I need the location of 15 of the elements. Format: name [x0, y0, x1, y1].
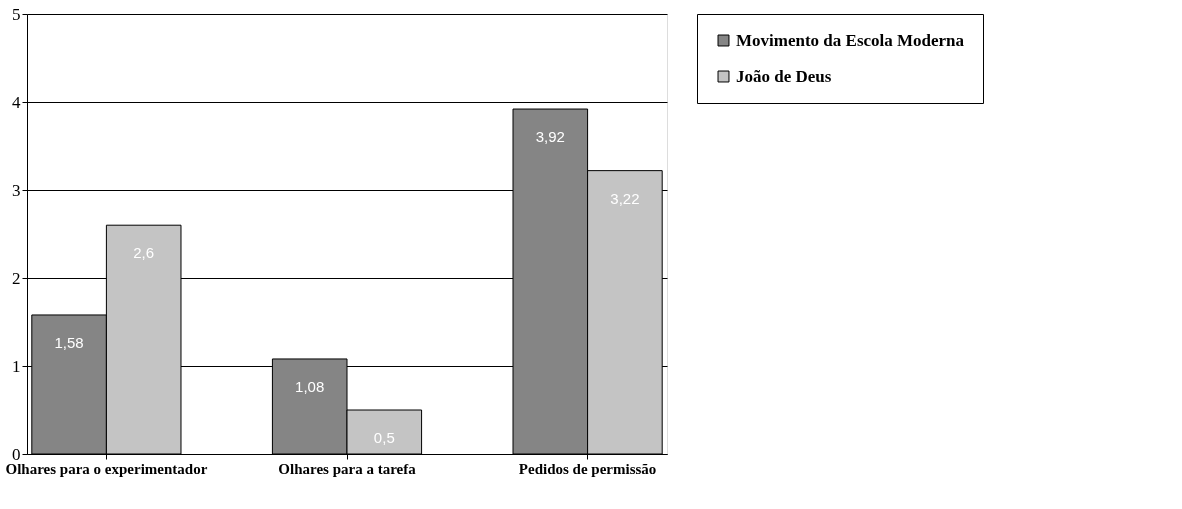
data-label: 1,58 — [54, 333, 84, 351]
y-tick-label: 2 — [12, 268, 21, 288]
data-label: 1,08 — [295, 377, 325, 395]
data-label: 3,92 — [535, 128, 565, 146]
data-label: 3,22 — [610, 189, 640, 207]
y-tick-label: 4 — [12, 92, 21, 112]
legend-label: Movimento da Escola Moderna — [736, 30, 965, 50]
data-label: 0,5 — [373, 429, 395, 446]
y-tick-label: 3 — [12, 180, 21, 200]
x-tick-label: Olhares para a tarefa — [278, 460, 417, 477]
y-tick-label: 1 — [12, 356, 21, 376]
y-tick-label: 5 — [12, 4, 21, 24]
x-tick-label: Pedidos de permissão — [518, 460, 657, 477]
data-label: 2,6 — [133, 244, 155, 262]
legend-label: João de Deus — [736, 66, 832, 86]
